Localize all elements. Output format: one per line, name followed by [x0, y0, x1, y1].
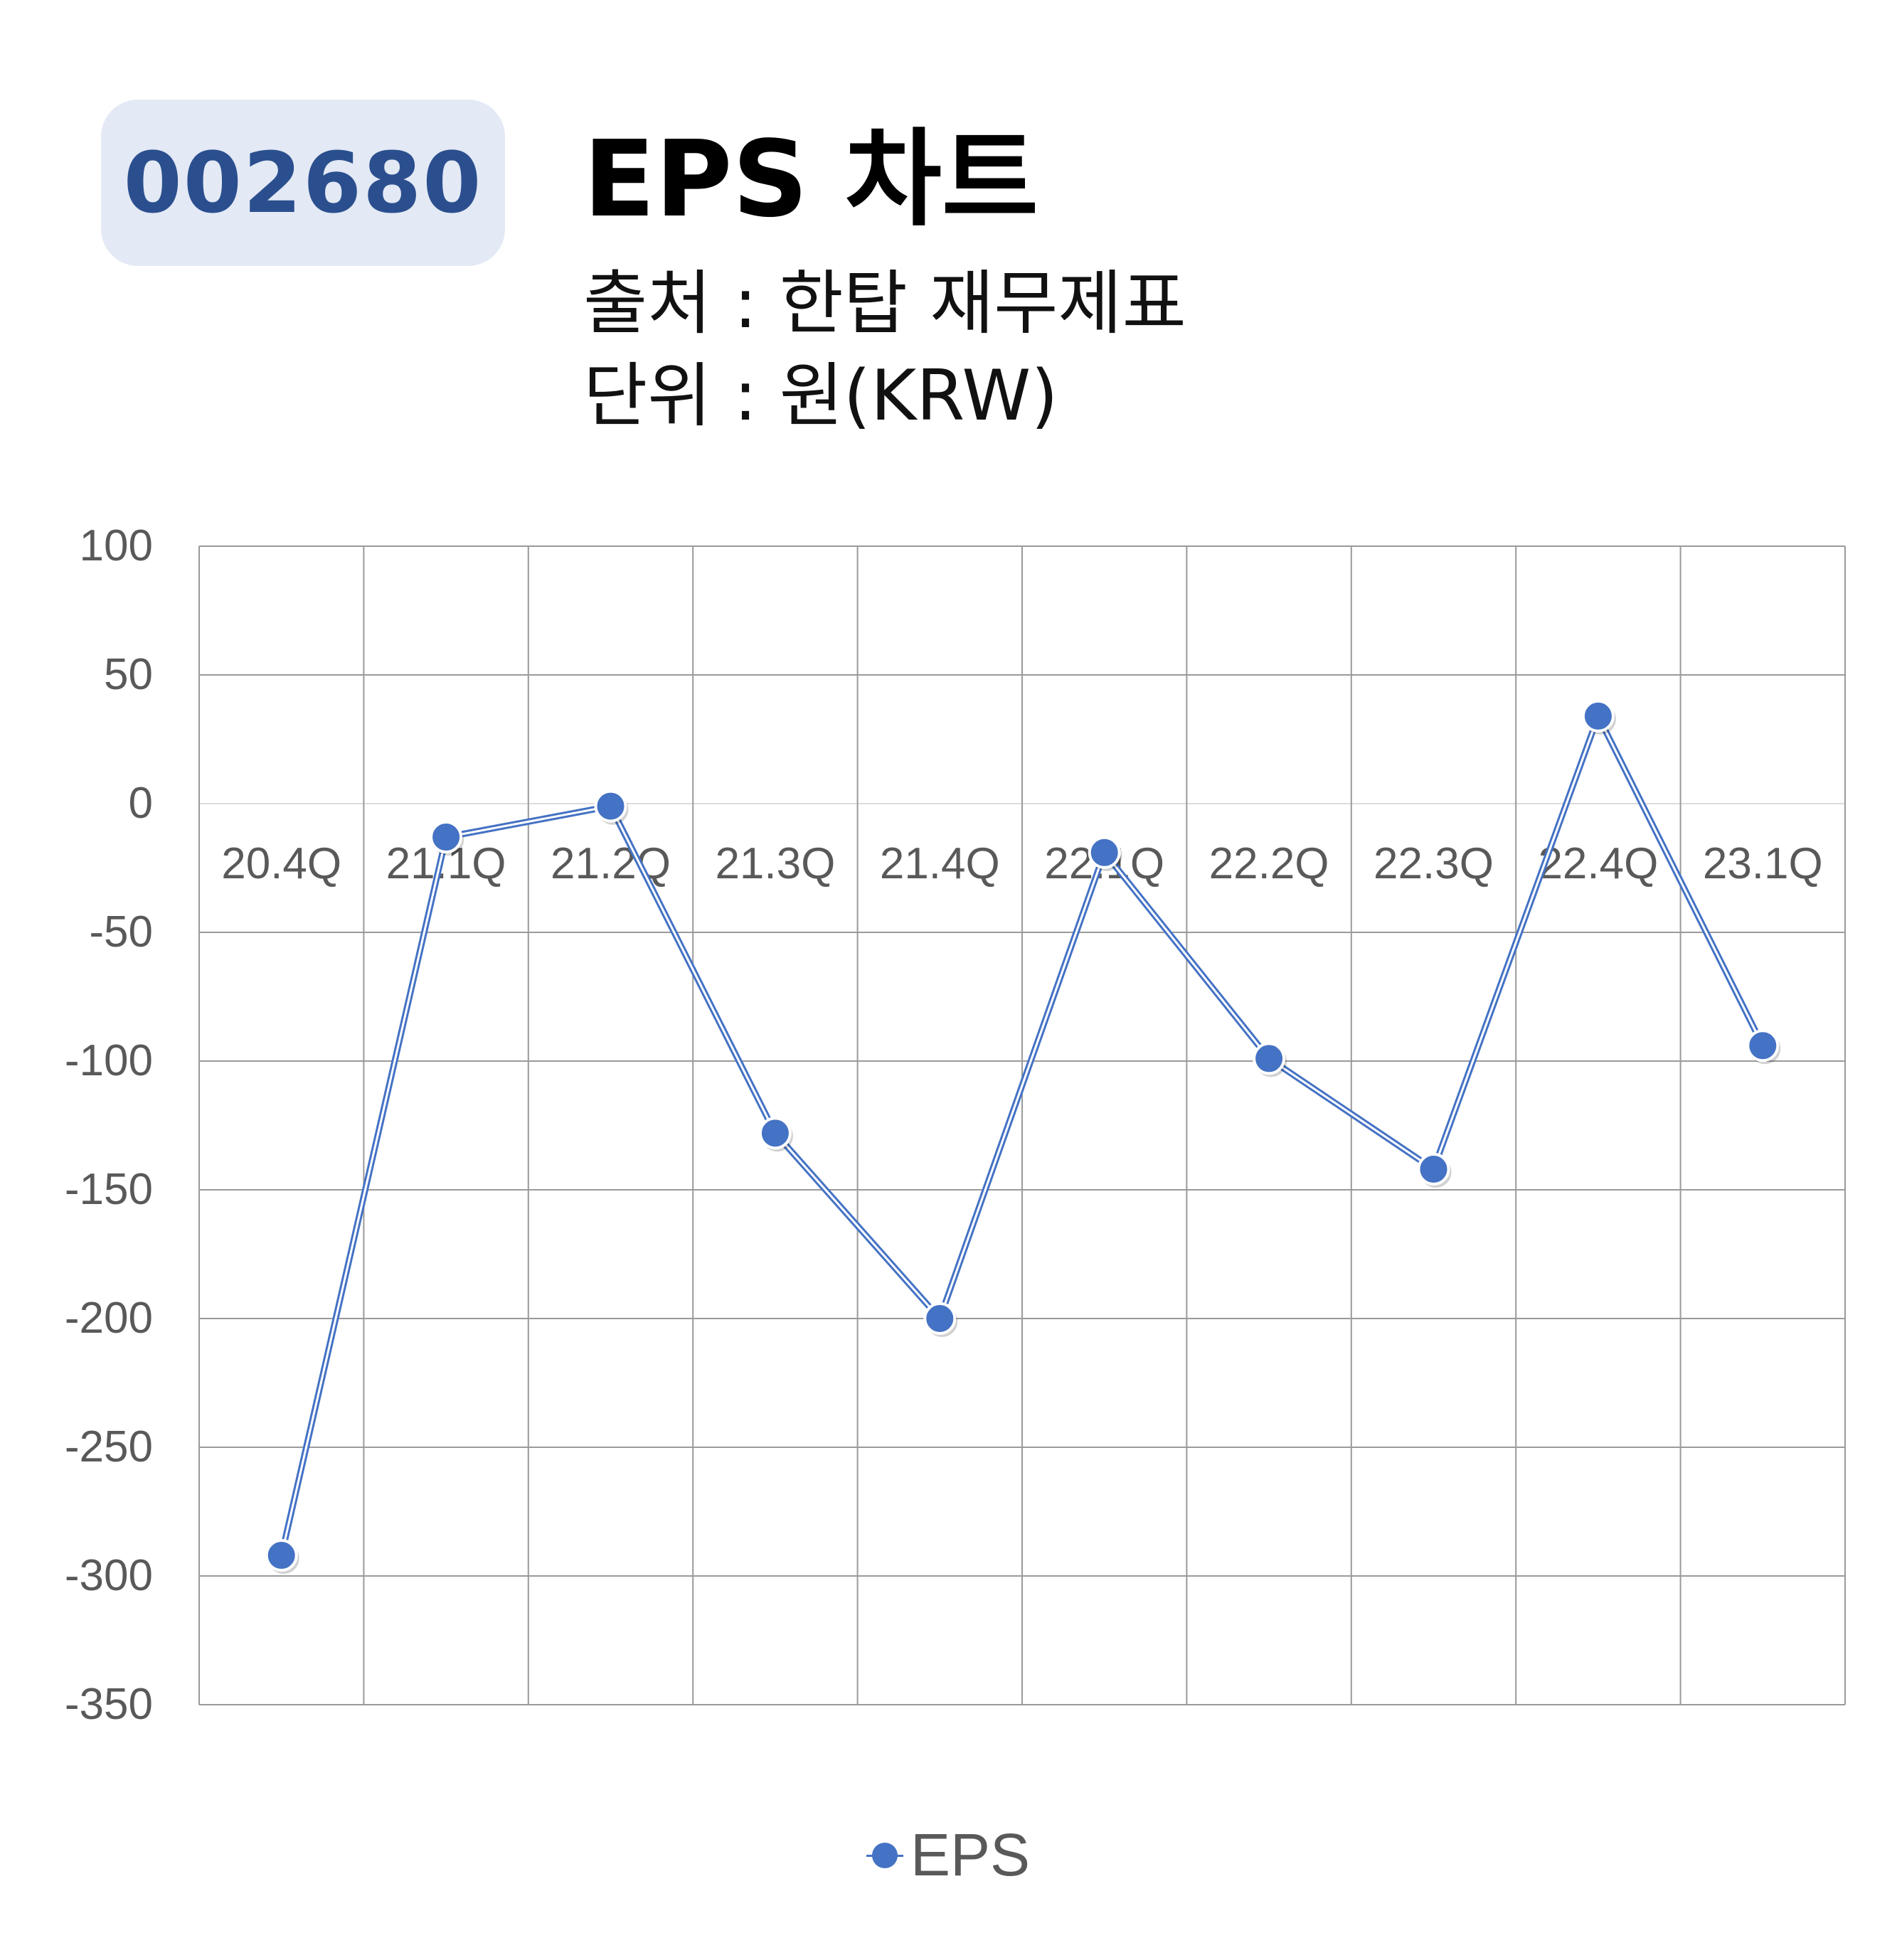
y-tick-label: 100 [80, 521, 153, 570]
eps-point [594, 789, 627, 823]
x-tick-label: 21.2Q [551, 839, 671, 888]
y-tick-label: -50 [89, 907, 153, 957]
y-tick-label: -200 [65, 1294, 153, 1343]
x-tick-label: 20.4Q [221, 839, 341, 888]
stock-code-badge: 002680 [101, 100, 505, 266]
x-tick-label: 21.3Q [715, 839, 835, 888]
eps-line-chart: 100 50 0 -50 -100 -150 -200 -250 -300 -350 20.4Q 2… [65, 521, 1846, 1729]
x-tick-label: 22.3Q [1373, 839, 1494, 888]
y-tick-label: 50 [104, 650, 153, 699]
legend-label: EPS [910, 1821, 1031, 1888]
eps-point [923, 1302, 957, 1335]
x-axis-ticks: 20.4Q21.1Q21.2Q21.3Q21.4Q22.1Q22.2Q22.3Q… [221, 839, 1823, 888]
eps-point [1746, 1029, 1780, 1062]
eps-point [758, 1117, 792, 1150]
x-tick-label: 21.4Q [880, 839, 1000, 888]
y-tick-label: -100 [65, 1036, 153, 1085]
source-label: 출처 : 한탑 재무제표 [583, 263, 1186, 344]
eps-point [430, 821, 463, 854]
stock-code: 002680 [123, 134, 483, 232]
eps-point [1253, 1042, 1286, 1075]
unit-label: 단위 : 원(KRW) [583, 356, 1058, 437]
eps-series [265, 699, 1781, 1575]
y-tick-label: 0 [129, 779, 153, 828]
chart-grid [198, 545, 1846, 1705]
eps-point [1088, 836, 1121, 869]
y-tick-label: -250 [65, 1422, 153, 1471]
eps-point [265, 1539, 298, 1572]
eps-point [1417, 1153, 1450, 1186]
legend-marker-icon [866, 1841, 903, 1870]
chart-legend: EPS [866, 1821, 1030, 1890]
y-tick-label: -350 [65, 1680, 153, 1729]
eps-line-inner [280, 715, 1764, 1556]
x-tick-label: 22.4Q [1538, 839, 1658, 888]
chart-title: EPS 차트 [583, 118, 1039, 240]
eps-point [1581, 699, 1615, 733]
y-tick-label: -300 [65, 1551, 153, 1600]
y-axis-ticks: 100 50 0 -50 -100 -150 -200 -250 -300 -350 [65, 521, 153, 1729]
x-tick-label: 22.2Q [1209, 839, 1329, 888]
x-tick-label: 23.1Q [1703, 839, 1823, 888]
y-tick-label: -150 [65, 1165, 153, 1214]
